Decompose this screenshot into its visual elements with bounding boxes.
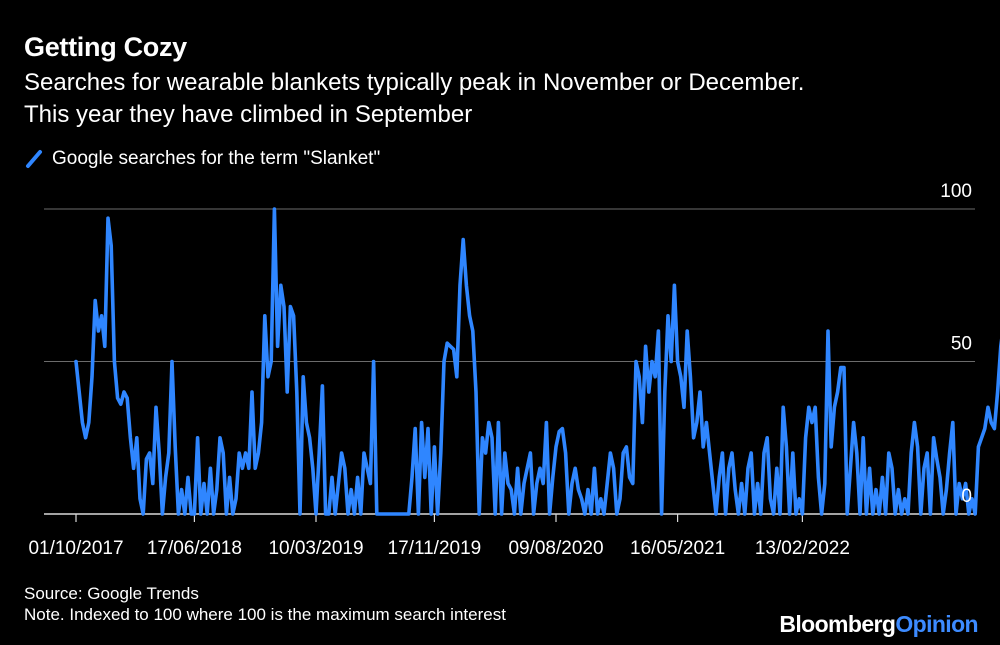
series-layer bbox=[74, 207, 1000, 516]
legend-line-icon bbox=[26, 150, 42, 168]
x-tick-label: 17/11/2019 bbox=[388, 538, 482, 559]
gridlines bbox=[44, 208, 975, 515]
chart-footer: Source: Google Trends Note. Indexed to 1… bbox=[24, 583, 506, 625]
source-note: Source: Google Trends bbox=[24, 584, 199, 603]
x-tick-label: 16/05/2021 bbox=[630, 538, 725, 559]
chart-legend: Google searches for the term "Slanket" bbox=[24, 148, 380, 170]
y-tick-label: 0 bbox=[961, 486, 972, 507]
axis-ticks bbox=[75, 514, 804, 522]
x-tick-label: 10/03/2019 bbox=[268, 538, 363, 559]
subtitle-line-1: Searches for wearable blankets typically… bbox=[24, 69, 805, 96]
legend-label: Google searches for the term "Slanket" bbox=[52, 148, 381, 169]
x-tick-label: 09/08/2020 bbox=[508, 538, 603, 559]
axis-labels: 0 50 100 01/10/2017 17/06/2018 10/03/2019 17/1… bbox=[28, 181, 972, 559]
subtitle-line-2: This year they have climbed in September bbox=[24, 101, 473, 128]
brand-opinion: Opinion bbox=[895, 611, 978, 637]
index-note: Note. Indexed to 100 where 100 is the ma… bbox=[24, 605, 506, 624]
x-tick-label: 13/02/2022 bbox=[755, 538, 850, 559]
chart-title: Getting Cozy bbox=[24, 32, 187, 62]
bloomberg-opinion-logo: BloombergOpinion bbox=[779, 611, 978, 638]
x-tick-label: 17/06/2018 bbox=[147, 538, 242, 559]
y-tick-label: 100 bbox=[940, 181, 972, 202]
chart-subtitle: Searches for wearable blankets typically… bbox=[24, 67, 984, 131]
series-line-slanket bbox=[74, 207, 1000, 516]
x-tick-label: 01/10/2017 bbox=[28, 538, 123, 559]
y-tick-label: 50 bbox=[951, 334, 972, 355]
brand-bloomberg: Bloomberg bbox=[779, 611, 896, 637]
